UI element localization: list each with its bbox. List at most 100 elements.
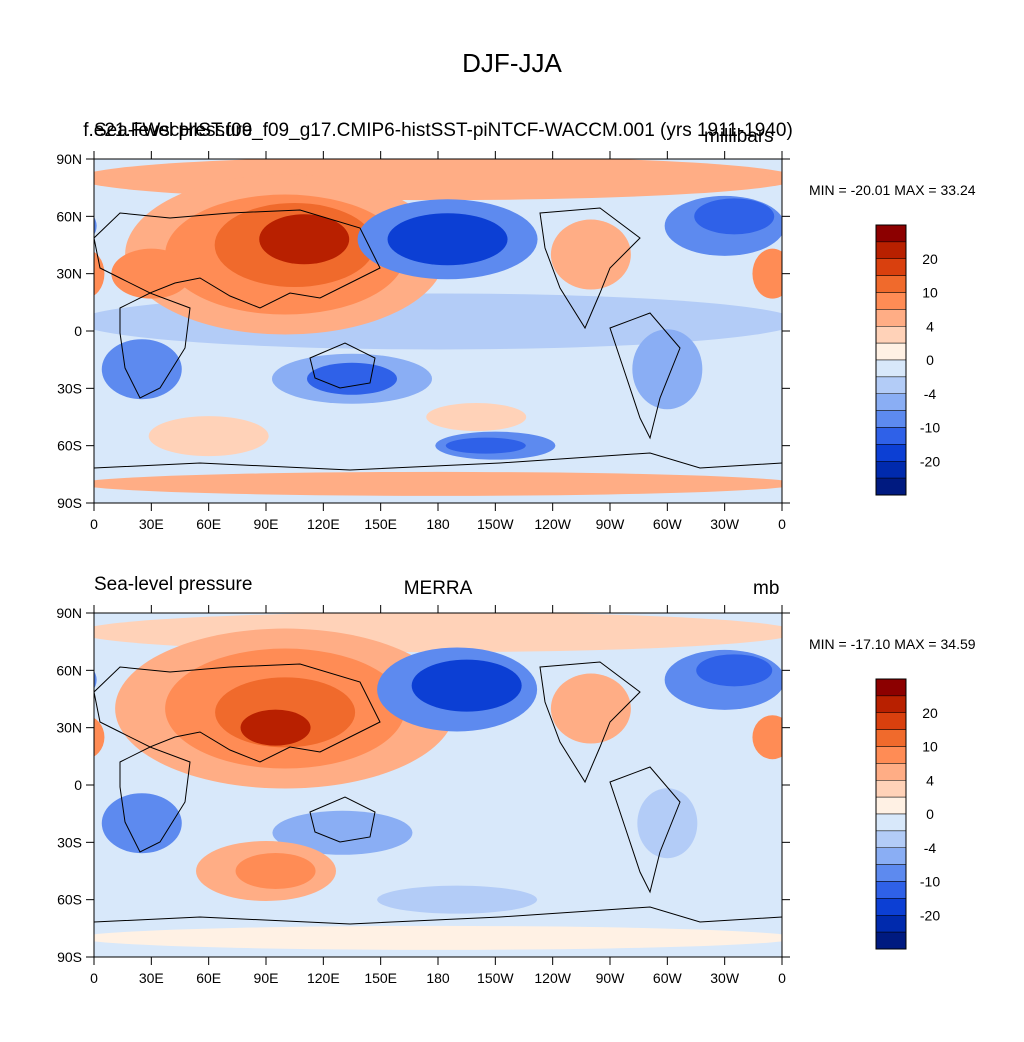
- african-low: [101, 339, 182, 400]
- map-figure: 90N 60N 30N 0 30S 60S 90S 0 30E 60E 90E 120E 150E 180…: [56, 151, 940, 532]
- arctic-high-band-wrap: [94, 171, 110, 185]
- azores-high-wrap: [94, 717, 105, 757]
- x-tick-label: 90W: [596, 516, 626, 532]
- coastline-5: [94, 452, 782, 471]
- north-america-high: [550, 673, 631, 744]
- x-tick-label: 60W: [653, 970, 683, 986]
- colorbar-swatch: [875, 258, 907, 276]
- y-tick-label: 60S: [57, 438, 82, 454]
- colorbar-frame: [875, 224, 907, 496]
- x-tick-label: 180: [426, 970, 450, 986]
- colorbar-swatch: [875, 729, 907, 747]
- y-tick-label: 0: [74, 777, 82, 793]
- colorbar-label: 0: [926, 352, 934, 368]
- southern-ocean-low: [377, 885, 538, 914]
- x-tick-label: 150E: [364, 516, 397, 532]
- icelandic-low-core: [694, 198, 775, 235]
- colorbar-swatch: [875, 931, 907, 950]
- australian-low-core: [307, 362, 397, 395]
- x-tick-label: 90E: [254, 970, 279, 986]
- panel-units: millibars: [704, 126, 774, 147]
- colorbar-swatch: [875, 477, 907, 496]
- south-pacific-high: [426, 403, 527, 431]
- coastline-0: [94, 663, 381, 763]
- australian-low: [272, 810, 413, 855]
- coastline-2: [309, 342, 376, 389]
- colorbar-swatch: [875, 410, 907, 428]
- arctic-high-band-wrap: [766, 626, 782, 638]
- panel-left-title: Sea-level pressure: [94, 120, 253, 141]
- panel-center-title: MERRA: [403, 578, 473, 599]
- x-tick-label: 60W: [653, 516, 683, 532]
- colorbar-swatch: [875, 780, 907, 798]
- icelandic-low-wrap: [94, 671, 97, 689]
- y-tick-label: 60N: [56, 662, 82, 678]
- colorbar-label: 20: [922, 251, 938, 267]
- antarctic-high-wrap: [766, 480, 782, 488]
- map-figure: 90N 60N 30N 0 30S 60S 90S 0 30E 60E 90E 120E 150E 180…: [56, 605, 940, 986]
- min-max-label: MIN = -17.10 MAX = 34.59: [809, 636, 976, 652]
- tropical-low-band-wrap: [766, 313, 782, 330]
- coastline-4: [609, 766, 681, 894]
- north-america-high: [550, 219, 631, 290]
- y-tick-label: 30N: [56, 266, 82, 282]
- colorbar-swatch: [875, 746, 907, 764]
- map-panel-merra: Sea-level pressure MERRA mb MIN = -17.10…: [0, 572, 1024, 1042]
- coastline-1: [119, 746, 191, 853]
- x-tick-label: 180: [426, 516, 450, 532]
- south-indian-high-core: [235, 853, 316, 889]
- colorbar-label: 10: [922, 739, 938, 755]
- x-tick-label: 30W: [710, 516, 740, 532]
- azores-high-wrap: [94, 251, 105, 296]
- asian-high-core: [259, 214, 350, 265]
- x-tick-label: 120W: [534, 516, 571, 532]
- icelandic-low-wrap: [94, 217, 97, 235]
- map-panel-model: Sea-level pressure f.e21.FWscHIST.f09_f0…: [0, 118, 1024, 588]
- colorbar-swatch: [875, 359, 907, 378]
- colorbar-swatch: [875, 241, 907, 259]
- x-tick-label: 120E: [307, 516, 340, 532]
- panel-left-title: Sea-level pressure: [94, 574, 253, 595]
- x-tick-label: 150W: [477, 516, 514, 532]
- colorbar-swatch: [875, 796, 907, 815]
- asian-high-core: [240, 709, 311, 746]
- colorbar-swatch: [875, 275, 907, 293]
- colorbar-label: -4: [924, 840, 937, 856]
- y-tick-label: 90S: [57, 495, 82, 511]
- colorbar-swatch: [875, 376, 907, 394]
- figure-title: DJF-JJA: [462, 48, 562, 78]
- aleutian-low: [387, 213, 508, 266]
- colorbar-label: 10: [922, 285, 938, 301]
- colorbar-swatch: [875, 830, 907, 848]
- x-tick-label: 90E: [254, 516, 279, 532]
- coastline-2: [309, 796, 376, 843]
- colorbar-swatch: [875, 224, 907, 243]
- south-america-low: [637, 788, 698, 859]
- coastline-1: [119, 292, 191, 399]
- y-tick-label: 90S: [57, 949, 82, 965]
- x-tick-label: 150E: [364, 970, 397, 986]
- colorbar-label: 0: [926, 806, 934, 822]
- y-tick-label: 30S: [57, 380, 82, 396]
- west-asia-high: [111, 248, 192, 299]
- azores-high: [752, 715, 782, 760]
- x-tick-label: 0: [778, 970, 786, 986]
- y-tick-label: 90N: [56, 605, 82, 621]
- colorbar-label: 4: [926, 772, 934, 788]
- x-tick-label: 0: [90, 970, 98, 986]
- colorbar-label: -20: [920, 453, 940, 469]
- x-tick-label: 60E: [196, 516, 221, 532]
- coastline-5: [94, 906, 782, 925]
- colorbar-swatch: [875, 309, 907, 327]
- colorbar-label: -20: [920, 907, 940, 923]
- panel-center-title: f.e21.FWscHIST.f09_f09_g17.CMIP6-histSST…: [83, 120, 793, 141]
- coastline-0: [94, 209, 381, 309]
- x-tick-label: 90W: [596, 970, 626, 986]
- colorbar-swatch: [875, 813, 907, 832]
- x-tick-label: 150W: [477, 970, 514, 986]
- x-tick-label: 30W: [710, 970, 740, 986]
- south-america-low: [632, 329, 703, 410]
- antarctic-high-wrap: [94, 480, 110, 488]
- colorbar-swatch: [875, 342, 907, 361]
- arctic-high-band-wrap: [766, 171, 782, 185]
